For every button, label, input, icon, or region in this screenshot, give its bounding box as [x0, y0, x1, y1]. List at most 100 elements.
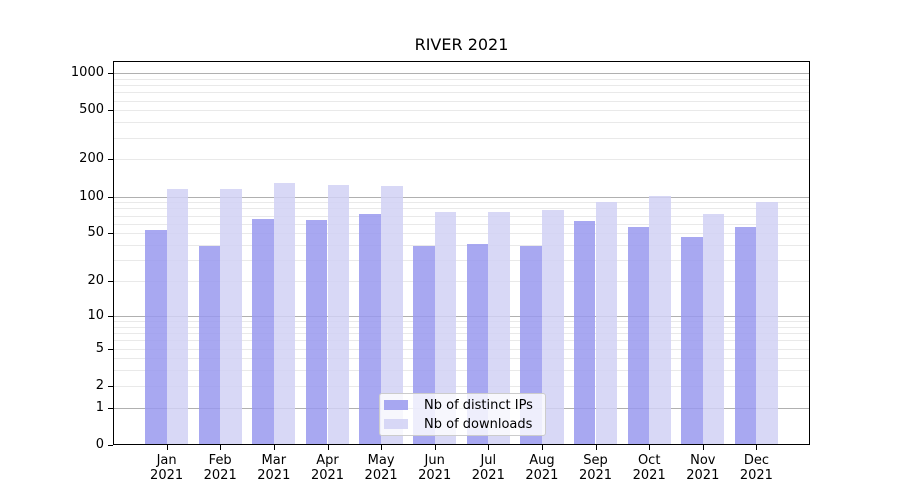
x-tick-label: Oct 2021 [617, 453, 681, 483]
y-gridline-minor [114, 223, 809, 225]
bar-downloads-feb [220, 189, 242, 444]
y-tick-label: 20 [87, 273, 104, 289]
y-tick-label: 1 [95, 399, 104, 415]
x-tick-mark [327, 445, 329, 450]
y-gridline-minor [114, 340, 809, 342]
y-tick-mark [108, 445, 113, 446]
y-gridline-minor [114, 208, 809, 210]
y-gridline-minor [114, 358, 809, 360]
bar-downloads-may [381, 185, 403, 444]
bar-downloads-aug [541, 209, 564, 444]
y-tick-mark [108, 159, 113, 161]
x-tick-label: Jun 2021 [403, 453, 467, 483]
y-gridline-minor [114, 110, 809, 112]
y-gridline-minor [114, 281, 809, 283]
legend-row: Nb of downloads [384, 418, 545, 431]
x-tick-label: Feb 2021 [188, 453, 252, 483]
x-tick-month: Feb [208, 453, 232, 468]
y-gridline-minor [114, 233, 809, 235]
y-tick-label: 0 [95, 437, 104, 452]
x-tick-year: 2021 [632, 468, 666, 483]
bar-distinct-ips-may [359, 214, 382, 444]
x-tick-month: Apr [316, 453, 339, 468]
y-tick-label: 500 [79, 102, 104, 118]
x-tick-month: Sep [583, 453, 608, 468]
y-gridline-minor [114, 202, 809, 204]
y-gridline-minor [114, 326, 809, 328]
x-tick-label: Nov 2021 [671, 453, 735, 483]
x-tick-year: 2021 [364, 468, 398, 483]
y-tick-label: 5 [95, 340, 104, 356]
legend-row: Nb of distinct IPs [384, 399, 545, 412]
bar-downloads-dec [756, 202, 779, 444]
y-tick-label: 50 [87, 225, 104, 241]
y-gridline-major [114, 196, 809, 198]
x-tick-year: 2021 [257, 468, 291, 483]
x-tick-month: May [367, 453, 395, 468]
x-tick-month: Aug [529, 453, 555, 468]
bar-distinct-ips-apr [305, 220, 328, 444]
x-tick-mark [756, 445, 758, 450]
y-tick-label: 200 [79, 151, 104, 167]
x-tick-month: Dec [743, 453, 769, 468]
legend-swatch-distinct-ips [384, 400, 408, 410]
y-gridline-minor [114, 260, 809, 262]
legend-label: Nb of distinct IPs [424, 397, 533, 413]
bar-distinct-ips-dec [734, 227, 757, 444]
chart-title: RIVER 2021 [414, 35, 509, 54]
bar-downloads-jun [434, 211, 457, 444]
y-tick-mark [108, 281, 113, 283]
x-tick-year: 2021 [471, 468, 505, 483]
y-tick-mark [108, 348, 113, 350]
y-tick-mark [108, 196, 113, 198]
bar-downloads-nov [702, 214, 725, 444]
bar-downloads-mar [273, 183, 296, 444]
y-gridline-minor [114, 122, 809, 124]
x-tick-year: 2021 [739, 468, 773, 483]
x-tick-label: Sep 2021 [564, 453, 628, 483]
y-tick-mark [108, 233, 113, 235]
legend-label: Nb of downloads [424, 416, 533, 432]
y-tick-label: 2 [95, 377, 104, 393]
x-tick-month: Oct [637, 453, 661, 468]
y-tick-mark [108, 407, 113, 409]
bar-distinct-ips-oct [627, 227, 650, 444]
y-gridline-minor [114, 85, 809, 86]
x-tick-mark [649, 445, 651, 450]
y-gridline-minor [114, 78, 809, 80]
y-tick-label: 10 [87, 307, 104, 323]
bar-downloads-oct [649, 196, 671, 444]
x-tick-mark [702, 445, 704, 450]
plot-area [113, 61, 810, 445]
y-gridline-minor [114, 159, 809, 161]
y-gridline-major [114, 315, 809, 317]
x-tick-mark [541, 445, 543, 450]
legend-swatch-downloads [384, 419, 408, 429]
x-tick-year: 2021 [203, 468, 237, 483]
x-tick-label: Jan 2021 [135, 453, 199, 483]
bar-downloads-sep [595, 202, 618, 444]
legend: Nb of distinct IPs Nb of downloads [379, 393, 546, 436]
bar-distinct-ips-nov [681, 236, 703, 444]
y-gridline-minor [114, 333, 809, 334]
x-tick-label: Jul 2021 [456, 453, 520, 483]
x-tick-mark [434, 445, 436, 450]
y-gridline-minor [114, 321, 809, 322]
x-tick-year: 2021 [150, 468, 184, 483]
y-gridline-minor [114, 245, 809, 246]
x-tick-month: Nov [690, 453, 716, 468]
x-tick-label: Mar 2021 [242, 453, 306, 483]
y-tick-label: 100 [79, 188, 104, 204]
x-tick-month: Jul [480, 453, 497, 468]
x-tick-label: Apr 2021 [296, 453, 360, 483]
x-tick-label: Aug 2021 [510, 453, 574, 483]
x-tick-mark [595, 445, 597, 450]
y-tick-label: 1000 [70, 65, 104, 80]
y-gridline-minor [114, 385, 809, 387]
y-gridline-minor [114, 100, 809, 102]
y-tick-mark [108, 315, 113, 317]
x-tick-year: 2021 [418, 468, 452, 483]
x-tick-label: Dec 2021 [724, 453, 788, 483]
bar-downloads-jan [166, 189, 189, 444]
